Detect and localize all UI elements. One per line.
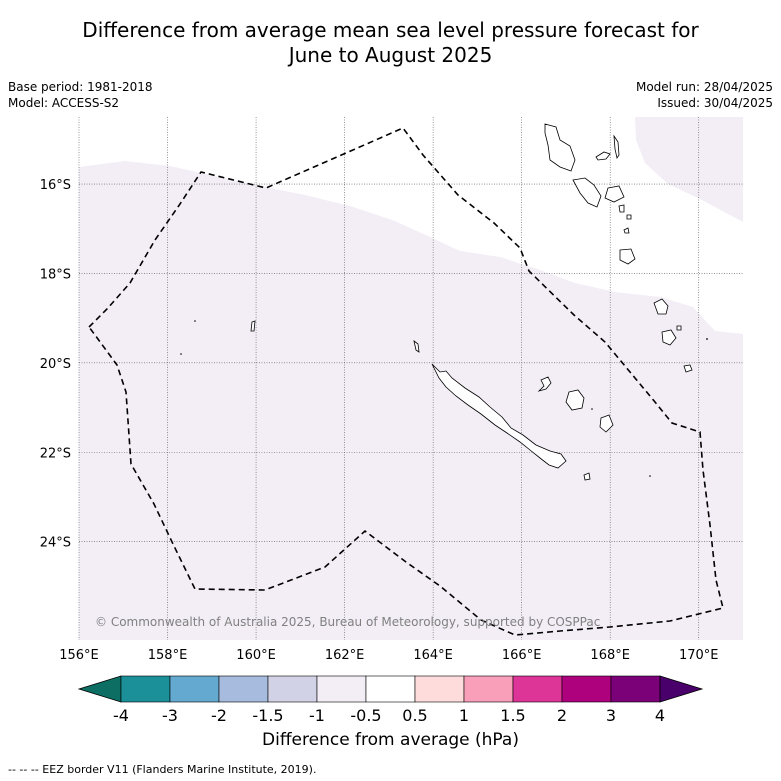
belep-islands-outline — [413, 340, 420, 353]
colorbar-tick-label: -1 — [309, 706, 325, 725]
isle-of-pines-outline — [583, 472, 591, 481]
colorbar-label: Difference from average (hPa) — [262, 730, 519, 750]
small-island-3 — [626, 214, 632, 220]
colorbar-segment — [120, 675, 171, 703]
title-line-2: June to August 2025 — [288, 43, 493, 67]
island-dots — [180, 320, 708, 477]
longitude-tick-label: 156°E — [59, 648, 99, 663]
chart-title: Difference from average mean sea level p… — [0, 18, 781, 68]
latitude-tick-label: 20°S — [40, 357, 71, 372]
colorbar-tick-label: -3 — [162, 706, 178, 725]
longitude-tick-label: 170°E — [679, 648, 719, 663]
malekula-outline — [572, 177, 602, 208]
small-island-4 — [683, 364, 693, 373]
colorbar-segment — [365, 675, 416, 703]
colorbar-segment — [169, 675, 220, 703]
mare-outline — [599, 414, 614, 433]
longitude-tick-label: 160°E — [236, 648, 276, 663]
meta-left: Base period: 1981-2018 Model: ACCESS-S2 — [8, 79, 153, 111]
latitude-tick-labels: 16°S 18°S 20°S 22°S 24°S — [40, 178, 71, 551]
colorbar-tick-label: 3 — [606, 706, 616, 725]
colorbar-segment — [316, 675, 367, 703]
pressure-anomaly-shading — [79, 161, 743, 640]
small-island-1 — [623, 227, 630, 234]
longitude-tick-labels: 156°E 158°E 160°E 162°E 164°E 166°E 168°E 170°E — [59, 648, 718, 663]
model-run: Model run: 28/04/2025 — [635, 80, 773, 94]
ambae-outline — [595, 151, 611, 161]
colorbar-extend-high — [659, 675, 704, 703]
colorbar-tick-label: -1.5 — [252, 706, 283, 725]
latitude-tick-label: 16°S — [40, 178, 71, 193]
eez-footnote: -- -- -- EEZ border V11 (Flanders Marine… — [8, 763, 317, 776]
colorbar-segment — [610, 675, 661, 703]
colorbar-segment — [463, 675, 514, 703]
colorbar — [77, 675, 704, 703]
colorbar-tick-labels: -4 -3 -2 -1.5 -1 -0.5 0.5 1 1.5 2 3 4 — [113, 706, 665, 725]
colorbar-tick-label: 2 — [557, 706, 567, 725]
copyright-credit: © Commonwealth of Australia 2025, Bureau… — [95, 615, 600, 629]
chesterfield-outline — [250, 320, 256, 332]
colorbar-segment — [267, 675, 318, 703]
pressure-anomaly-shading-northeast — [635, 117, 743, 222]
longitude-tick-label: 164°E — [413, 648, 453, 663]
longitude-tick-label: 158°E — [148, 648, 188, 663]
ouvea-outline — [537, 376, 552, 392]
colorbar-segment — [561, 675, 612, 703]
new-caledonia-outline — [431, 363, 567, 469]
colorbar-tick-label: -4 — [113, 706, 129, 725]
issued-date: Issued: 30/04/2025 — [657, 96, 773, 110]
colorbar-tick-label: 0.5 — [402, 706, 427, 725]
colorbar-tick-label: 4 — [655, 706, 665, 725]
pentecost-outline — [604, 185, 625, 203]
colorbar-segment — [218, 675, 269, 703]
longitude-tick-label: 166°E — [502, 648, 542, 663]
colorbar-tick-label: 1 — [459, 706, 469, 725]
latitude-tick-label: 24°S — [40, 536, 71, 551]
colorbar-tick-label: -0.5 — [350, 706, 381, 725]
colorbar-extend-low — [77, 675, 122, 703]
latitude-tick-label: 18°S — [40, 267, 71, 282]
colorbar-segment — [512, 675, 563, 703]
longitude-tick-label: 162°E — [325, 648, 365, 663]
land-outlines — [250, 123, 693, 481]
tanna-outline — [653, 298, 669, 315]
maewo-outline — [613, 134, 620, 160]
aneityum-outline — [661, 329, 677, 346]
colorbar-tick-label: -2 — [211, 706, 227, 725]
lifou-outline — [565, 389, 585, 411]
small-island-5 — [676, 325, 682, 331]
latitude-tick-label: 22°S — [40, 446, 71, 461]
colorbar-tick-label: 1.5 — [500, 706, 525, 725]
espiritu-santo-outline — [544, 123, 576, 172]
model-name: Model: ACCESS-S2 — [8, 96, 120, 110]
base-period: Base period: 1981-2018 — [8, 80, 153, 94]
title-line-1: Difference from average mean sea level p… — [82, 18, 699, 42]
small-island-2 — [618, 204, 625, 213]
colorbar-segment — [414, 675, 465, 703]
efate-outline — [619, 248, 636, 265]
meta-right: Model run: 28/04/2025 Issued: 30/04/2025 — [636, 79, 773, 111]
graticule — [78, 117, 743, 640]
longitude-tick-label: 168°E — [590, 648, 630, 663]
